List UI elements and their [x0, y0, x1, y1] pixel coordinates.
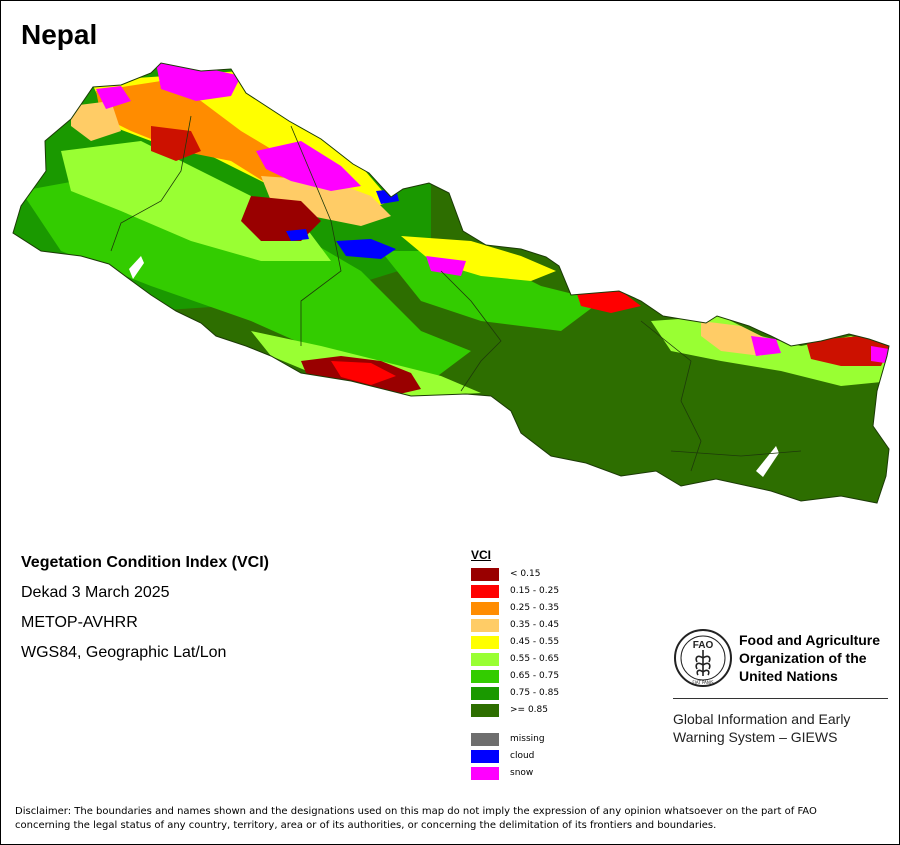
province-boundary-3: [440, 270, 502, 392]
legend-label: 0.25 - 0.35: [510, 603, 560, 613]
legend-item: 0.55 - 0.65: [471, 651, 559, 668]
fao-logo-motto: FIAT PANIS: [692, 680, 714, 685]
period-label: Dekad 3 March 2025: [21, 584, 170, 601]
legend-swatch: [471, 670, 499, 683]
province-boundary-2: [290, 125, 342, 346]
vci-zone-snow-central: [256, 141, 361, 191]
legend-swatch: [471, 619, 499, 632]
vci-zone-cloud-east: [286, 229, 309, 241]
legend-item: 0.25 - 0.35: [471, 600, 559, 617]
legend-item: 0.65 - 0.75: [471, 668, 559, 685]
vci-zone-snow-far-east: [871, 346, 889, 363]
fao-name: Food and Agriculture Organization of the…: [739, 631, 880, 685]
disclaimer-line: concerning the legal status of any count…: [15, 820, 717, 831]
legend: VCI < 0.15 0.15 - 0.25 0.25 - 0.35 0.35 …: [471, 548, 559, 782]
legend-label: 0.75 - 0.85: [510, 688, 560, 698]
fao-name-line: United Nations: [739, 668, 838, 684]
province-boundaries: [110, 115, 802, 472]
fao-name-line: Organization of the: [739, 650, 867, 666]
legend-item: < 0.15: [471, 566, 559, 583]
vci-zone-north-central-rim: [401, 236, 556, 281]
vci-zone-terai-red: [331, 361, 396, 385]
legend-swatch: [471, 733, 499, 746]
vci-zone-snow-northwest: [156, 63, 241, 101]
vci-map: [12, 62, 890, 504]
legend-item: 0.15 - 0.25: [471, 583, 559, 600]
fao-divider: [673, 698, 888, 699]
vci-zone-cloud-central: [336, 239, 396, 259]
vci-zone-snow-west: [96, 86, 131, 109]
vci-zone-snow-east: [751, 336, 781, 356]
giews-label: Global Information and Early Warning Sys…: [673, 710, 850, 746]
legend-label: 0.65 - 0.75: [510, 671, 560, 681]
legend-label: 0.45 - 0.55: [510, 637, 560, 647]
projection-label: WGS84, Geographic Lat/Lon: [21, 644, 227, 661]
legend-label: cloud: [510, 751, 535, 761]
vci-zone-west-hills: [21, 171, 471, 381]
fao-name-line: Food and Agriculture: [739, 632, 881, 648]
legend-swatch: [471, 687, 499, 700]
legend-item: >= 0.85: [471, 702, 559, 719]
legend-label: missing: [510, 734, 545, 744]
legend-title: VCI: [471, 548, 492, 562]
vci-zone-highland-sand: [261, 176, 391, 226]
legend-swatch: [471, 568, 499, 581]
vci-zone-northeast-red: [806, 336, 889, 366]
legend-swatch: [471, 585, 499, 598]
legend-swatch: [471, 636, 499, 649]
province-boundary-1: [110, 115, 192, 252]
legend-item: 0.75 - 0.85: [471, 685, 559, 702]
vci-zone-missing-east: [756, 446, 779, 477]
legend-label: snow: [510, 768, 534, 778]
legend-label: >= 0.85: [510, 705, 548, 715]
legend-item: 0.45 - 0.55: [471, 634, 559, 651]
giews-line: Global Information and Early: [673, 711, 851, 727]
map-info: Vegetation Condition Index (VCI) Dekad 3…: [21, 553, 269, 673]
legend-swatch: [471, 653, 499, 666]
legend-item: snow: [471, 765, 559, 782]
country-title: Nepal: [21, 19, 98, 50]
legend-swatch: [471, 602, 499, 615]
legend-swatch: [471, 750, 499, 763]
vci-zone-highland-red-2: [151, 126, 201, 161]
legend-label: 0.15 - 0.25: [510, 586, 560, 596]
legend-label: 0.35 - 0.45: [510, 620, 560, 630]
vci-zone-snow-north: [426, 256, 466, 276]
legend-item: missing: [471, 731, 559, 748]
vci-zone-missing-west: [129, 256, 144, 279]
legend-label: 0.55 - 0.65: [510, 654, 560, 664]
legend-swatch: [471, 767, 499, 780]
giews-line: Warning System – GIEWS: [673, 729, 838, 745]
fao-logo-text: FAO: [693, 640, 714, 651]
index-name: Vegetation Condition Index (VCI): [21, 554, 269, 571]
legend-gap: [471, 719, 559, 731]
vci-zone-northwest-orange: [71, 101, 121, 141]
disclaimer-line: Disclaimer: The boundaries and names sho…: [15, 806, 817, 817]
vci-zone-northeast-rim: [701, 321, 771, 356]
legend-swatch: [471, 704, 499, 717]
legend-item: 0.35 - 0.45: [471, 617, 559, 634]
sensor-label: METOP-AVHRR: [21, 614, 138, 631]
vci-zone-north-central-red: [576, 291, 641, 313]
province-boundary-4: [640, 320, 702, 472]
country-outline: [12, 62, 890, 504]
fao-logo-icon: FAO FIAT PANIS: [674, 629, 732, 687]
legend-label: < 0.15: [510, 569, 541, 579]
province-boundary-5: [670, 450, 802, 457]
disclaimer: Disclaimer: The boundaries and names sho…: [15, 805, 875, 833]
legend-item: cloud: [471, 748, 559, 765]
